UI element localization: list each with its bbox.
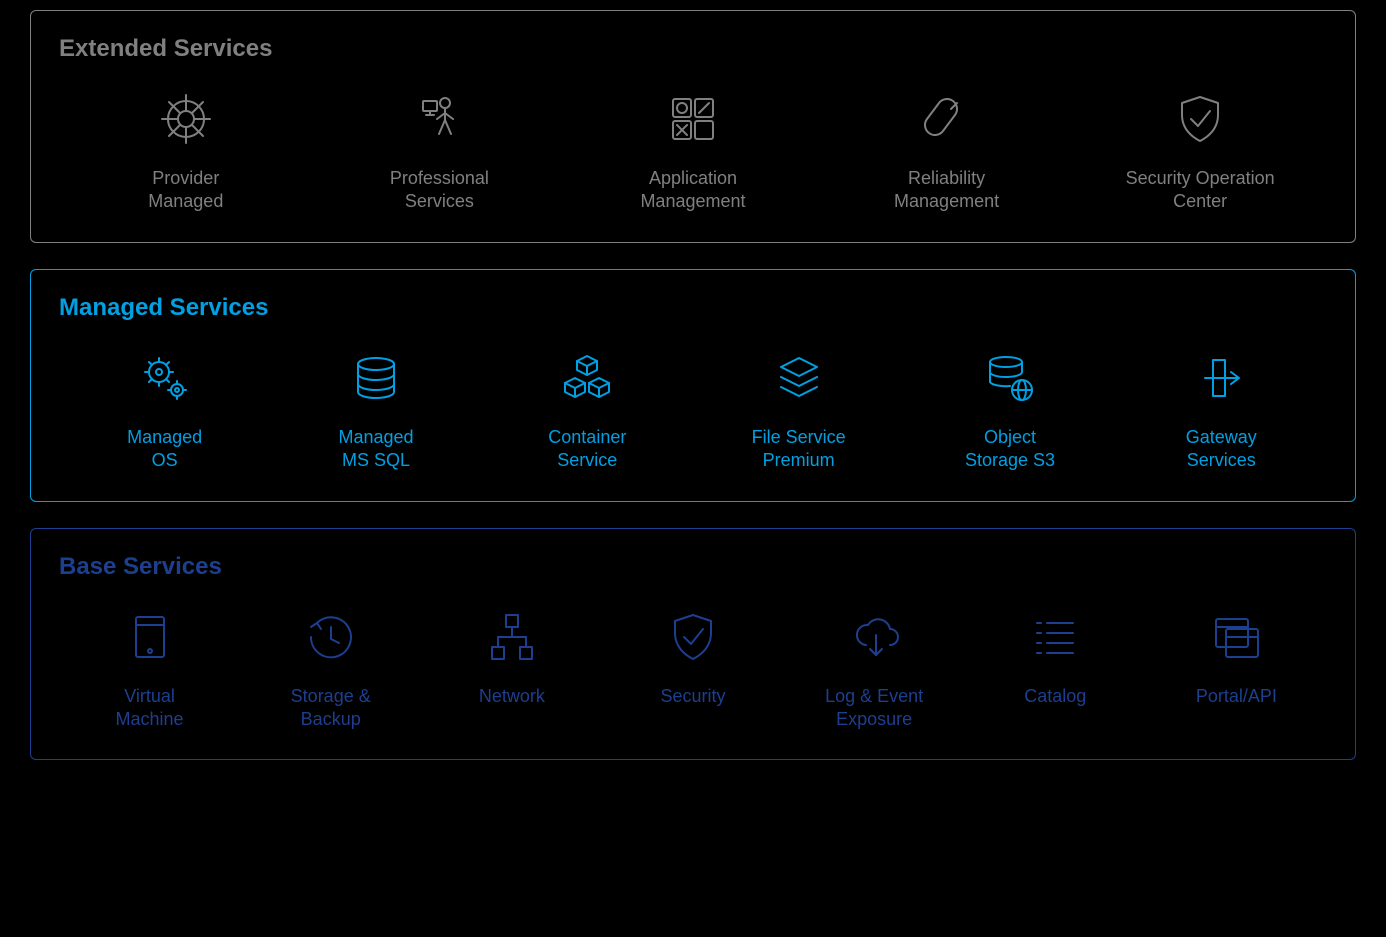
item-application-management: Application Management [603,89,783,214]
item-network: Network [422,607,602,708]
section-title: Base Services [59,553,1327,581]
label-line: Managed [148,191,223,211]
label-line: Services [1187,450,1256,470]
label-line: File Service [752,427,846,447]
shield-check-icon [1170,89,1230,149]
windows-icon [1206,607,1266,667]
services-diagram: Extended Services Provider Managed Profes… [0,0,1386,796]
label-line: Services [405,191,474,211]
app-grid-icon [663,89,723,149]
item-reliability-management: Reliability Management [857,89,1037,214]
label-line: Managed [338,427,413,447]
label-line: Center [1173,191,1227,211]
item-security-operation-center: Security Operation Center [1110,89,1290,214]
label-line: Security [660,686,725,706]
label-line: OS [152,450,178,470]
gears-icon [135,348,195,408]
server-icon [120,607,180,667]
label-line: Managed [127,427,202,447]
label-line: Storage & [291,686,371,706]
label-line: Provider [152,168,219,188]
label-line: Application [649,168,737,188]
section-managed: Managed Services Managed OS Managed MS SQL… [30,269,1356,502]
row: Provider Managed Professional Services App… [59,89,1327,214]
label-line: Professional [390,168,489,188]
item-virtual-machine: Virtual Machine [60,607,240,732]
item-managed-os: Managed OS [75,348,255,473]
item-object-storage-s3: Object Storage S3 [920,348,1100,473]
section-extended: Extended Services Provider Managed Profes… [30,10,1356,243]
list-icon [1025,607,1085,667]
section-title: Extended Services [59,35,1327,63]
item-professional-services: Professional Services [349,89,529,214]
item-gateway-services: Gateway Services [1131,348,1311,473]
item-catalog: Catalog [965,607,1145,708]
label-line: Container [548,427,626,447]
label-line: MS SQL [342,450,410,470]
layers-icon [769,348,829,408]
item-storage-backup: Storage & Backup [241,607,421,732]
cloud-down-icon [844,607,904,667]
label-line: Exposure [836,709,912,729]
item-container-service: Container Service [497,348,677,473]
gateway-icon [1191,348,1251,408]
item-portal-api: Portal/API [1146,607,1326,708]
label-line: Service [557,450,617,470]
item-provider-managed: Provider Managed [96,89,276,214]
label-line: Security Operation [1126,168,1275,188]
person-monitor-icon [409,89,469,149]
item-security: Security [603,607,783,708]
db-globe-icon [980,348,1040,408]
section-title: Managed Services [59,294,1327,322]
label-line: Gateway [1186,427,1257,447]
cubes-icon [557,348,617,408]
label-line: Backup [301,709,361,729]
db-stack-icon [346,348,406,408]
label-line: Virtual [124,686,175,706]
row: Managed OS Managed MS SQL Container Service… [59,348,1327,473]
label-line: Reliability [908,168,985,188]
network-icon [482,607,542,667]
label-line: Machine [116,709,184,729]
label-line: Portal/API [1196,686,1277,706]
label-line: Storage S3 [965,450,1055,470]
label-line: Object [984,427,1036,447]
label-line: Log & Event [825,686,923,706]
row: Virtual Machine Storage & Backup Network S… [59,607,1327,732]
shield-check-icon [663,607,723,667]
label-line: Network [479,686,545,706]
carabiner-icon [917,89,977,149]
section-base: Base Services Virtual Machine Storage & Ba… [30,528,1356,761]
label-line: Premium [763,450,835,470]
label-line: Management [640,191,745,211]
item-log-event-exposure: Log & Event Exposure [784,607,964,732]
label-line: Management [894,191,999,211]
helm-wheel-icon [156,89,216,149]
clock-restore-icon [301,607,361,667]
item-managed-mssql: Managed MS SQL [286,348,466,473]
label-line: Catalog [1024,686,1086,706]
item-file-service-premium: File Service Premium [709,348,889,473]
